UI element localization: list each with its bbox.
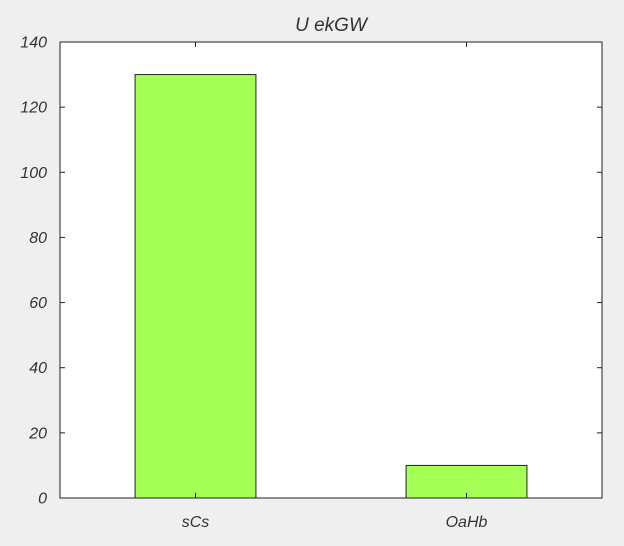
bars-group	[134, 74, 528, 499]
ytick-label: 140	[20, 35, 47, 52]
ytick-label: 20	[28, 425, 47, 442]
ytick-label: 0	[38, 491, 47, 508]
bar-OaHb	[405, 464, 528, 499]
plot-frame	[59, 41, 603, 499]
ytick-label: 60	[29, 295, 47, 312]
ytick-label: 120	[20, 100, 47, 117]
xtick-label: OaHb	[446, 514, 488, 531]
bar-sCs	[134, 74, 257, 499]
chart-title: U ekGW	[295, 15, 369, 36]
xtick-label: sCs	[182, 514, 210, 531]
ytick-label: 100	[20, 165, 47, 182]
ytick-label: 40	[29, 360, 47, 377]
axis-ticks-group: 0 20 40 60 80 100 120 140 sCs OaHb	[20, 35, 602, 531]
ytick-label: 80	[29, 230, 47, 247]
